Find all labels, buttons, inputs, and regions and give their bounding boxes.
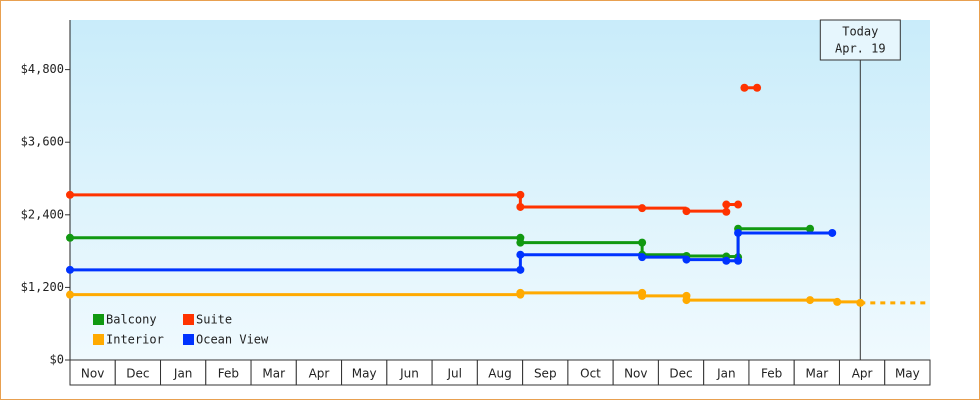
price-point (516, 238, 525, 247)
price-point (806, 296, 815, 305)
price-point (734, 228, 743, 237)
plot-area (70, 20, 930, 360)
month-cell (838, 359, 886, 386)
price-point (806, 224, 815, 233)
x-tick-label: Jan (173, 367, 193, 381)
x-tick-label: May (895, 367, 920, 381)
today-label: Today (842, 25, 878, 39)
price-point (638, 291, 647, 300)
price-point (682, 296, 691, 305)
y-tick-label: $2,400 (21, 207, 64, 221)
y-tick-label: $4,800 (21, 62, 64, 76)
legend-swatch (93, 314, 104, 325)
price-point (722, 207, 731, 216)
x-tick-label: Nov (624, 367, 647, 381)
month-cell (160, 359, 207, 386)
price-point (66, 290, 74, 299)
price-point (66, 233, 74, 242)
month-cell (114, 359, 162, 386)
today-label: Apr. 19 (835, 42, 886, 56)
x-tick-label: Nov (81, 367, 104, 381)
x-tick-label: Dec (126, 367, 149, 381)
month-cell (748, 359, 795, 386)
price-point (734, 256, 743, 265)
price-point (638, 238, 647, 247)
month-cell (476, 359, 524, 386)
price-point (638, 253, 647, 262)
legend-label: Interior (106, 333, 164, 347)
legend-label: Ocean View (196, 333, 269, 347)
price-point (682, 207, 691, 216)
price-point (828, 228, 837, 237)
x-tick-label: Jul (446, 367, 461, 381)
x-tick-label: Mar (806, 367, 829, 381)
legend-swatch (93, 334, 104, 345)
month-cell (250, 359, 297, 386)
x-tick-label: Mar (262, 367, 285, 381)
y-tick-label: $1,200 (21, 280, 64, 294)
price-point (516, 265, 525, 274)
x-tick-label: Sep (534, 367, 557, 381)
x-tick-label: Oct (580, 367, 601, 381)
price-point (740, 83, 749, 92)
x-tick-label: Dec (669, 367, 692, 381)
month-cell (205, 359, 252, 386)
price-point (753, 83, 762, 92)
price-point (722, 200, 731, 209)
legend-label: Suite (196, 313, 232, 327)
price-point (516, 190, 525, 199)
price-point (66, 190, 74, 199)
price-point (516, 288, 525, 297)
month-cell (567, 359, 614, 386)
price-point (833, 297, 842, 306)
x-tick-label: Apr (309, 367, 330, 381)
price-point (66, 265, 74, 274)
month-cell (884, 359, 931, 386)
price-point (516, 202, 525, 211)
price-point (734, 200, 743, 209)
x-tick-label: Apr (852, 367, 873, 381)
x-tick-label: Aug (488, 367, 511, 381)
legend-swatch (183, 334, 194, 345)
month-cell (69, 359, 116, 386)
x-tick-label: Jan (716, 367, 736, 381)
y-tick-label: $3,600 (21, 135, 64, 149)
today-box (819, 19, 901, 61)
x-tick-label: Feb (761, 367, 782, 381)
x-tick-label: Feb (218, 367, 239, 381)
price-point (722, 256, 731, 265)
price-point (516, 250, 525, 259)
price-point (638, 204, 647, 213)
x-tick-label: Jun (399, 367, 419, 381)
y-tick-label: $0 (50, 353, 64, 367)
month-cell (703, 359, 750, 386)
price-point (682, 255, 691, 264)
month-cell (386, 359, 433, 386)
legend-label: Balcony (106, 313, 157, 327)
legend-swatch (183, 314, 194, 325)
month-cell (612, 359, 659, 386)
x-tick-label: May (352, 367, 377, 381)
